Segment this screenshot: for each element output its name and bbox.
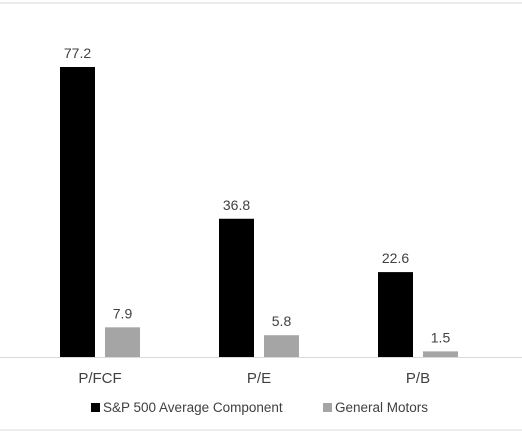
x-tick-label-p-b: P/B (406, 370, 430, 387)
legend-label-general-motors: General Motors (335, 400, 428, 415)
data-label-general-motors-p-b: 1.5 (431, 329, 451, 345)
data-labels-group: 77.2 7.9 36.8 5.8 22.6 1.5 (64, 45, 451, 345)
data-label-s-p-500-average-component-p-b: 22.6 (382, 250, 409, 266)
bar-s-p-500-average-component-p-fcf (60, 67, 95, 357)
bar-s-p-500-average-component-p-e (219, 218, 254, 357)
x-tick-labels-group: P/FCF P/E P/B (78, 370, 430, 387)
data-label-general-motors-p-e: 5.8 (272, 313, 292, 329)
data-label-s-p-500-average-component-p-fcf: 77.2 (64, 45, 91, 61)
bar-general-motors-p-fcf (105, 327, 140, 357)
x-tick-label-p-fcf: P/FCF (78, 370, 121, 387)
bars-group (60, 67, 458, 357)
legend-label-s-p-500-average-component: S&P 500 Average Component (103, 400, 283, 415)
legend-swatch-general-motors (323, 403, 332, 412)
legend-swatch-s-p-500-average-component (91, 403, 100, 412)
bar-general-motors-p-e (264, 335, 299, 357)
data-label-s-p-500-average-component-p-e: 36.8 (223, 197, 250, 213)
bar-s-p-500-average-component-p-b (378, 272, 413, 357)
legend: S&P 500 Average Component General Motors (91, 400, 428, 415)
bar-general-motors-p-b (423, 351, 458, 357)
x-tick-label-p-e: P/E (247, 370, 271, 387)
data-label-general-motors-p-fcf: 7.9 (113, 305, 133, 321)
